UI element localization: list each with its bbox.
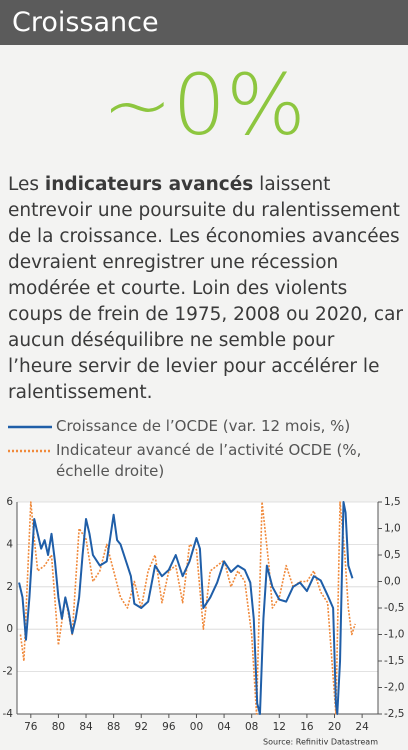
- legend-entry: Croissance de l’OCDE (var. 12 mois, %): [8, 416, 350, 437]
- body-text: laissent entrevoir une poursuite du rale…: [8, 174, 404, 403]
- x-tick-label: 08: [245, 721, 258, 733]
- legend-swatch: [8, 449, 52, 453]
- legend-swatch: [8, 425, 52, 429]
- body-text: Les indicateurs avancés laissent entrevo…: [8, 172, 404, 406]
- y-tick-label: 2: [6, 581, 13, 593]
- y-tick-label: -4: [3, 708, 14, 720]
- header-title: Croissance: [0, 0, 408, 45]
- x-tick-label: 84: [79, 721, 93, 733]
- x-tick-label: 80: [52, 721, 65, 733]
- y2-tick-label: 0,0: [384, 576, 401, 588]
- body-text: Les: [8, 174, 45, 195]
- legend-label: Indicateur avancé de l’activité OCDE (%,…: [56, 441, 362, 480]
- legend-label: Croissance de l’OCDE (var. 12 mois, %): [56, 417, 351, 435]
- x-tick-label: 92: [135, 721, 148, 733]
- y2-tick-label: -2,0: [384, 682, 405, 694]
- y-tick-label: 4: [6, 538, 13, 550]
- x-tick-label: 16: [300, 721, 314, 733]
- x-tick-label: 00: [190, 721, 203, 733]
- headline: ~0%: [102, 56, 306, 154]
- x-tick-label: 24: [355, 721, 369, 733]
- y2-tick-label: -2,5: [384, 708, 405, 720]
- y2-tick-label: -1,5: [384, 655, 405, 667]
- y2-tick-label: -0,5: [384, 602, 405, 614]
- y2-tick-label: 1,5: [384, 496, 401, 508]
- y-tick-label: 0: [6, 623, 13, 635]
- y2-tick-label: 1,0: [384, 523, 401, 535]
- x-tick-label: 76: [24, 721, 38, 733]
- y-tick-label: -2: [3, 666, 13, 678]
- x-tick-label: 04: [217, 721, 231, 733]
- x-tick-label: 20: [328, 721, 341, 733]
- plot-area: [17, 502, 378, 714]
- y2-tick-label: -1,0: [384, 629, 405, 641]
- y-tick-label: 6: [6, 496, 13, 508]
- x-tick-label: 88: [107, 721, 120, 733]
- x-tick-label: 96: [162, 721, 176, 733]
- series-line: [19, 501, 356, 715]
- x-tick-label: 12: [273, 721, 286, 733]
- body-bold: indicateurs avancés: [44, 174, 254, 195]
- y2-tick-label: 0,5: [384, 549, 401, 561]
- series-line: [18, 501, 354, 715]
- legend-entry: Indicateur avancé de l’activité OCDE (%,…: [8, 440, 368, 482]
- source: Source: Refinitiv Datastream: [263, 738, 378, 747]
